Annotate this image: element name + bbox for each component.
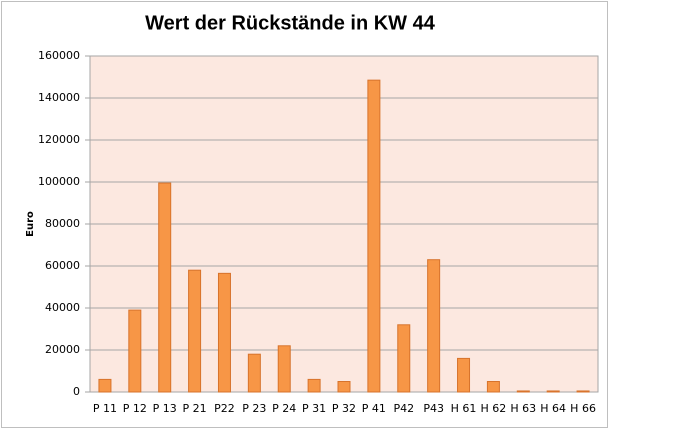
y-tick-label: 60000 [45, 259, 80, 272]
bar [427, 259, 441, 393]
x-tick-label: P 21 [183, 402, 207, 415]
y-axis-label: Euro [25, 211, 36, 237]
bar [307, 378, 321, 393]
bar [277, 345, 291, 393]
x-tick-label: P 12 [123, 402, 147, 415]
bar [98, 378, 112, 393]
bar [188, 269, 202, 393]
y-tick-label: 0 [73, 385, 80, 398]
bar [158, 182, 172, 393]
chart-title: Wert der Rückstände in KW 44 [145, 12, 436, 34]
x-tick-label: H 66 [570, 402, 596, 415]
y-tick-label: 140000 [38, 91, 80, 104]
x-tick-label: H 64 [540, 402, 566, 415]
x-tick-label: P 24 [272, 402, 296, 415]
bar [457, 357, 471, 393]
x-tick-label: P42 [393, 402, 414, 415]
bar [128, 309, 142, 393]
y-tick-label: 20000 [45, 343, 80, 356]
bar [486, 381, 500, 393]
x-tick-label: P 31 [302, 402, 326, 415]
bar [516, 390, 530, 393]
bar [576, 390, 590, 393]
x-tick-label: H 63 [510, 402, 536, 415]
y-tick-label: 120000 [38, 133, 80, 146]
x-tick-label: H 62 [481, 402, 507, 415]
x-tick-label: P 41 [362, 402, 386, 415]
y-tick-label: 160000 [38, 49, 80, 62]
x-tick-label: P 32 [332, 402, 356, 415]
bar [217, 272, 231, 393]
x-tick-label: P43 [423, 402, 444, 415]
bar [546, 390, 560, 393]
bar [367, 79, 381, 393]
x-tick-label: H 61 [451, 402, 477, 415]
x-tick-label: P 11 [93, 402, 117, 415]
x-tick-label: P 13 [153, 402, 177, 415]
y-tick-label: 80000 [45, 217, 80, 230]
x-tick-label: P22 [214, 402, 235, 415]
y-tick-label: 40000 [45, 301, 80, 314]
bar [337, 381, 351, 393]
bar [397, 324, 411, 393]
y-tick-label: 100000 [38, 175, 80, 188]
x-tick-label: P 23 [242, 402, 266, 415]
bar [247, 353, 261, 393]
